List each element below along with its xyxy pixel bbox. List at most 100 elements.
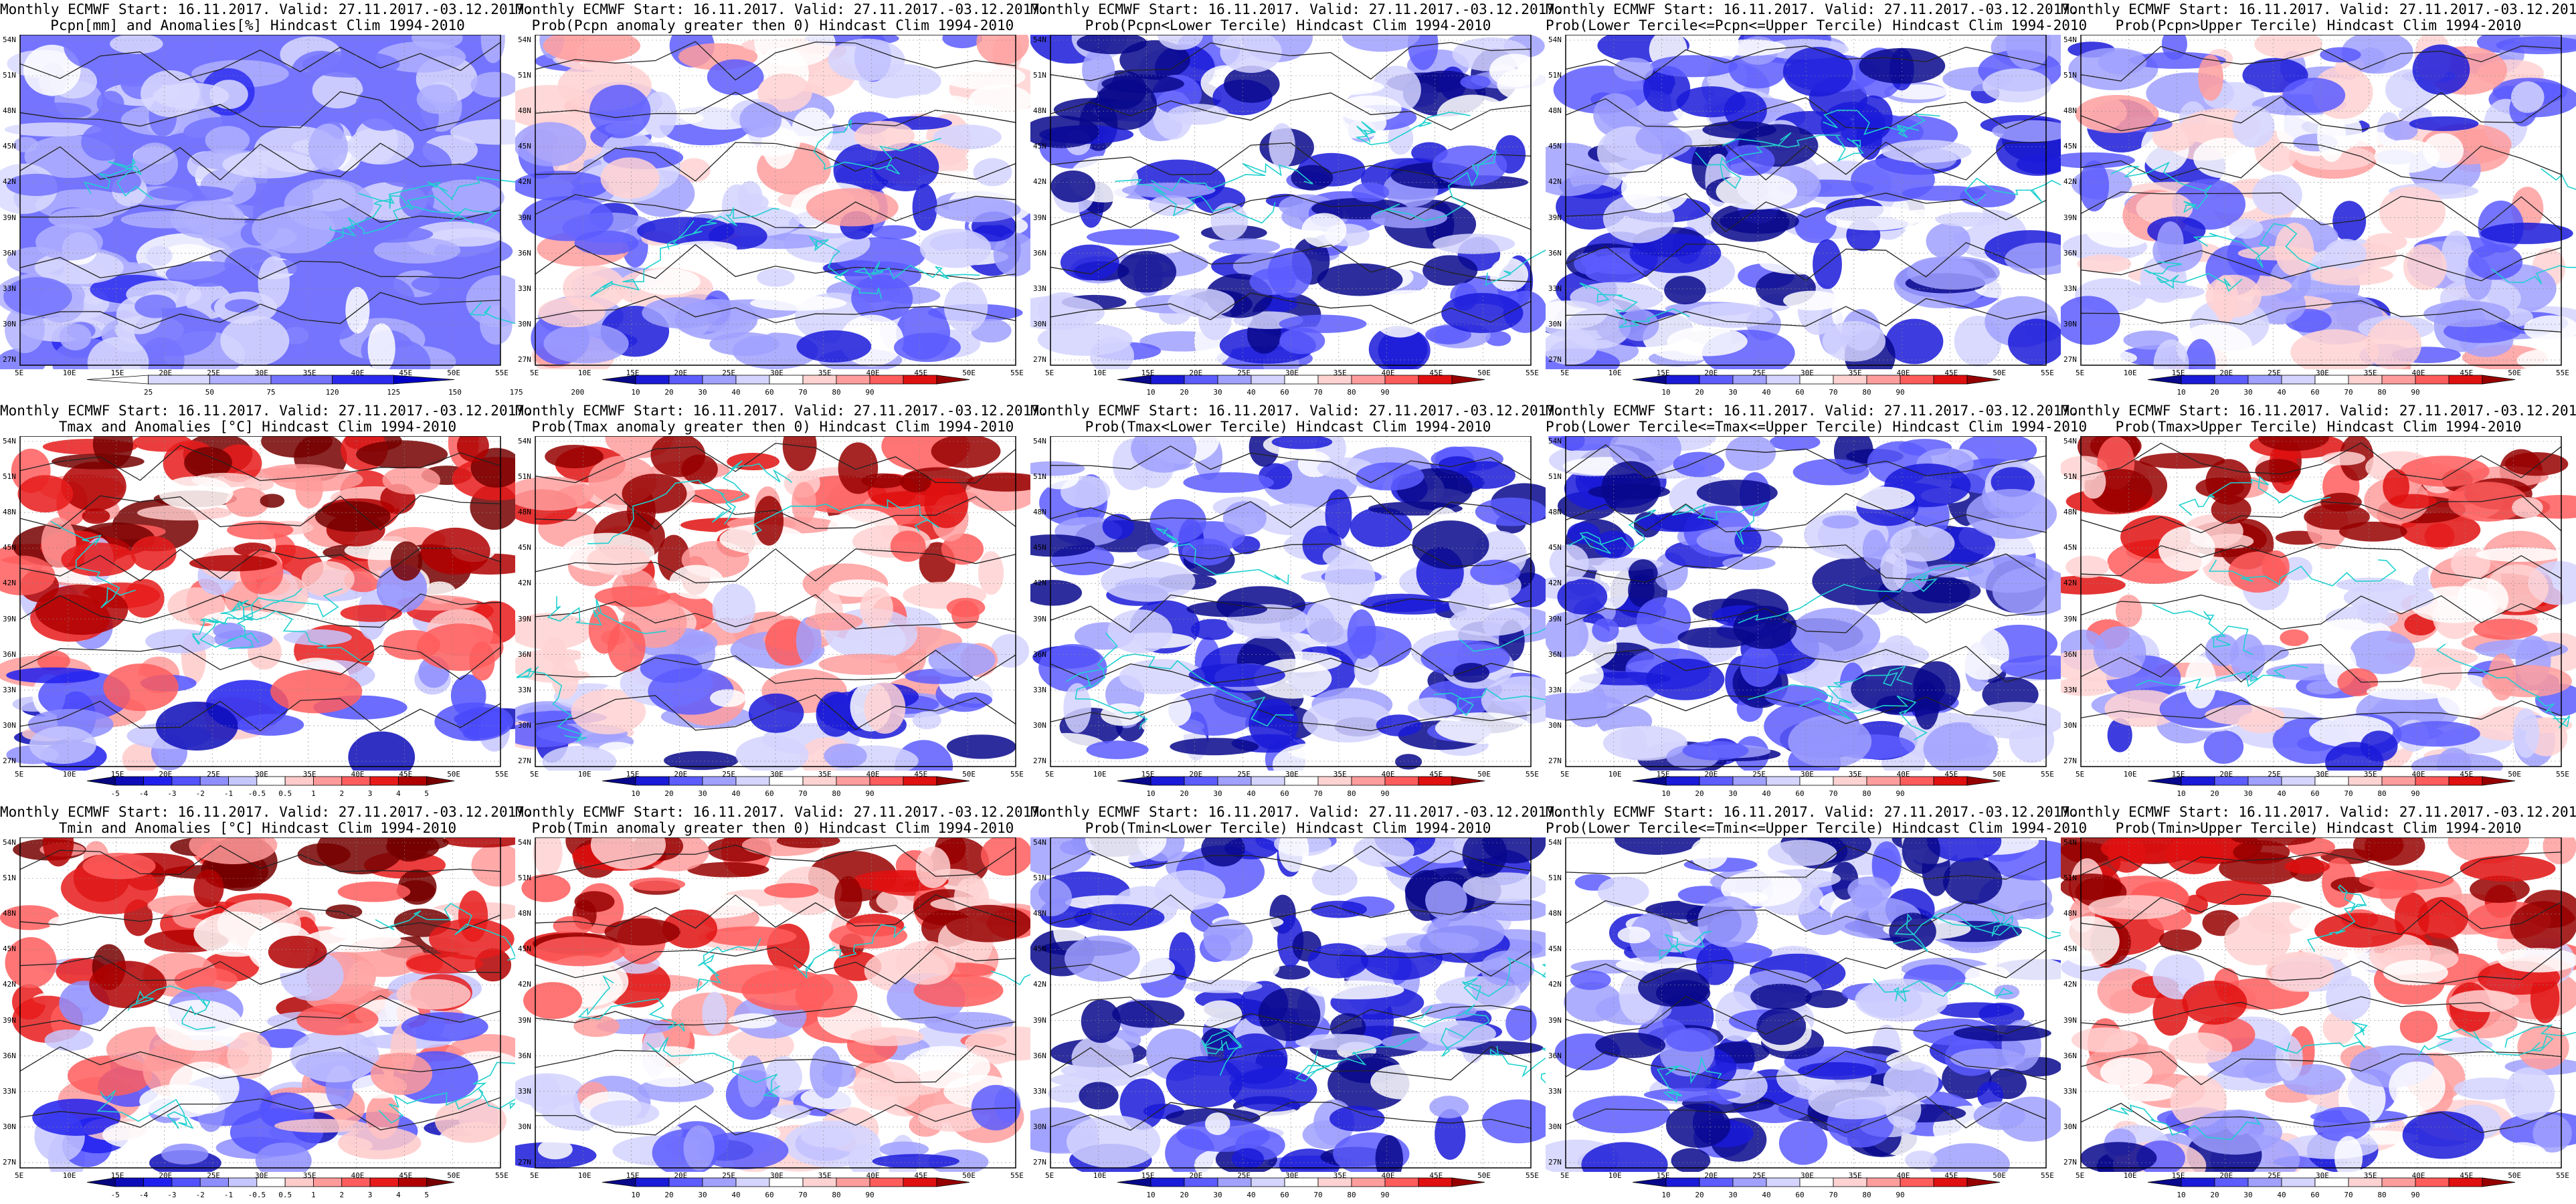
colorbar-tick-label: 80 (1347, 789, 1356, 798)
lat-tick-label: 51N (1548, 71, 1562, 80)
lat-tick-label: 30N (1033, 720, 1046, 730)
colorbar-tick-label: 10 (1661, 1191, 1671, 1199)
lon-tick-label: 15E (2171, 1171, 2185, 1180)
panel-title: Monthly ECMWF Start: 16.11.2017. Valid: … (1030, 804, 1564, 836)
lon-tick-label: 40E (1381, 369, 1395, 377)
colorbar: 10 20 30 40 60 70 80 90 (1117, 375, 1485, 397)
lon-tick-label: 50E (1477, 369, 1491, 377)
lon-tick-label: 25E (207, 1171, 221, 1180)
colorbar: 25 50 75 120 125 150 175 200 (87, 375, 584, 397)
lon-tick-label: 40E (2411, 1171, 2425, 1180)
lat-tick-label: 39N (1033, 213, 1046, 222)
lat-tick-label: 30N (2063, 720, 2077, 730)
panel-title-line2: Prob(Tmax anomaly greater then 0) Hindca… (531, 419, 1014, 435)
colorbar: 10 20 30 40 60 70 80 90 (1117, 776, 1485, 798)
panel-title-line1: Monthly ECMWF Start: 16.11.2017. Valid: … (1546, 403, 2079, 419)
lat-tick-label: 42N (3, 177, 16, 187)
colorbar-tick-label: 90 (865, 1191, 875, 1199)
lat-tick-label: 36N (1548, 248, 1562, 258)
colorbar-tick-label: 40 (1247, 388, 1256, 397)
map-panel: Monthly ECMWF Start: 16.11.2017. Valid: … (2061, 0, 2576, 401)
colorbar-tick-label: 80 (2377, 1191, 2387, 1199)
lon-tick-label: 15E (110, 1171, 124, 1180)
panel-title-line1: Monthly ECMWF Start: 16.11.2017. Valid: … (0, 403, 533, 419)
lat-tick-label: 27N (1033, 355, 1046, 365)
panel-title-line1: Monthly ECMWF Start: 16.11.2017. Valid: … (1546, 1, 2079, 17)
lon-tick-label: 40E (2411, 369, 2425, 377)
colorbar-tick-label: 80 (832, 388, 841, 397)
lat-tick-label: 33N (2063, 1086, 2077, 1096)
lon-tick-label: 30E (2316, 369, 2329, 377)
lat-tick-label: 48N (1033, 508, 1046, 517)
lon-tick-label: 25E (1237, 1171, 1251, 1180)
lon-tick-label: 55E (495, 369, 509, 377)
colorbar-tick-label: 30 (1728, 1191, 1738, 1199)
lon-tick-label: 35E (302, 1171, 316, 1180)
lat-tick-label: 36N (1548, 649, 1562, 659)
colorbar-tick-label: 30 (698, 789, 707, 798)
lat-tick-label: 48N (1548, 909, 1562, 918)
map-panel: Monthly ECMWF Start: 16.11.2017. Valid: … (1030, 401, 1564, 803)
lon-tick-label: 25E (1752, 770, 1766, 779)
colorbar-tick-label: 60 (1280, 789, 1289, 798)
lat-tick-label: 30N (1548, 1122, 1562, 1131)
lat-tick-label: 33N (2063, 685, 2077, 694)
lon-tick-label: 10E (62, 1171, 76, 1180)
map-panel: Monthly ECMWF Start: 16.11.2017. Valid: … (1546, 803, 2087, 1204)
lat-tick-label: 42N (3, 579, 16, 588)
lon-tick-label: 25E (1237, 770, 1251, 779)
lat-tick-label: 33N (1548, 685, 1562, 694)
colorbar-tick-label: 30 (1213, 789, 1222, 798)
panel-title: Monthly ECMWF Start: 16.11.2017. Valid: … (2061, 403, 2576, 435)
lon-tick-label: 30E (1801, 1171, 1814, 1180)
map-plot (1030, 35, 1546, 369)
lat-tick-label: 51N (1548, 472, 1562, 482)
lon-tick-label: 5E (2076, 770, 2085, 779)
map-plot (515, 436, 1030, 771)
colorbar-tick-label: -4 (139, 1191, 149, 1199)
lat-tick-label: 48N (518, 508, 531, 517)
panel-title: Monthly ECMWF Start: 16.11.2017. Valid: … (0, 403, 533, 435)
lat-tick-label: 30N (518, 1122, 531, 1131)
lon-tick-label: 25E (1237, 369, 1251, 377)
lat-tick-label: 30N (1033, 319, 1046, 328)
lon-tick-label: 55E (2556, 770, 2569, 779)
panel-title-line1: Monthly ECMWF Start: 16.11.2017. Valid: … (1546, 804, 2079, 820)
colorbar-tick-label: 120 (325, 388, 339, 397)
lat-tick-label: 45N (1548, 944, 1562, 954)
lat-tick-label: 27N (1548, 1158, 1562, 1167)
panel-title-line2: Pcpn[mm] and Anomalies[%] Hindcast Clim … (50, 17, 465, 33)
lon-tick-label: 25E (2268, 770, 2282, 779)
colorbar: 10 20 30 40 60 70 80 90 (1117, 1177, 1485, 1199)
panel-title-line1: Monthly ECMWF Start: 16.11.2017. Valid: … (2061, 804, 2576, 820)
map-plot (2061, 436, 2576, 771)
panel-title-line2: Prob(Pcpn>Upper Tercile) Hindcast Clim 1… (2115, 17, 2522, 33)
panel-title: Monthly ECMWF Start: 16.11.2017. Valid: … (1546, 1, 2087, 33)
lat-tick-label: 45N (1548, 543, 1562, 553)
lat-tick-label: 39N (2063, 213, 2077, 222)
map-plot (1546, 436, 2061, 771)
colorbar-tick-label: 20 (1180, 388, 1189, 397)
lon-tick-label: 40E (351, 770, 365, 779)
colorbar-tick-label: 10 (1146, 789, 1156, 798)
lat-tick-label: 45N (3, 142, 16, 151)
colorbar-tick-label: -5 (110, 1191, 120, 1199)
lat-tick-label: 45N (1033, 944, 1046, 954)
lat-tick-label: 36N (1033, 248, 1046, 258)
lon-tick-label: 50E (1993, 770, 2007, 779)
lon-tick-label: 10E (1608, 1171, 1622, 1180)
colorbar-tick-label: 10 (1661, 789, 1671, 798)
colorbar-tick-label: 60 (2310, 388, 2320, 397)
lon-tick-label: 5E (1045, 770, 1054, 779)
lat-tick-label: 54N (518, 35, 531, 44)
colorbar-tick-label: 20 (664, 388, 674, 397)
map-panel: Monthly ECMWF Start: 16.11.2017. Valid: … (1546, 0, 2087, 401)
colorbar-tick-label: 60 (765, 789, 774, 798)
colorbar-tick-label: 20 (1695, 1191, 1704, 1199)
lon-tick-label: 15E (1656, 770, 1670, 779)
lon-tick-label: 10E (1093, 770, 1107, 779)
colorbar: 10 20 30 40 60 70 80 90 (2148, 375, 2516, 397)
colorbar-tick-label: 40 (731, 1191, 741, 1199)
colorbar-tick-label: 10 (2177, 1191, 2186, 1199)
lon-tick-label: 15E (2171, 369, 2185, 377)
